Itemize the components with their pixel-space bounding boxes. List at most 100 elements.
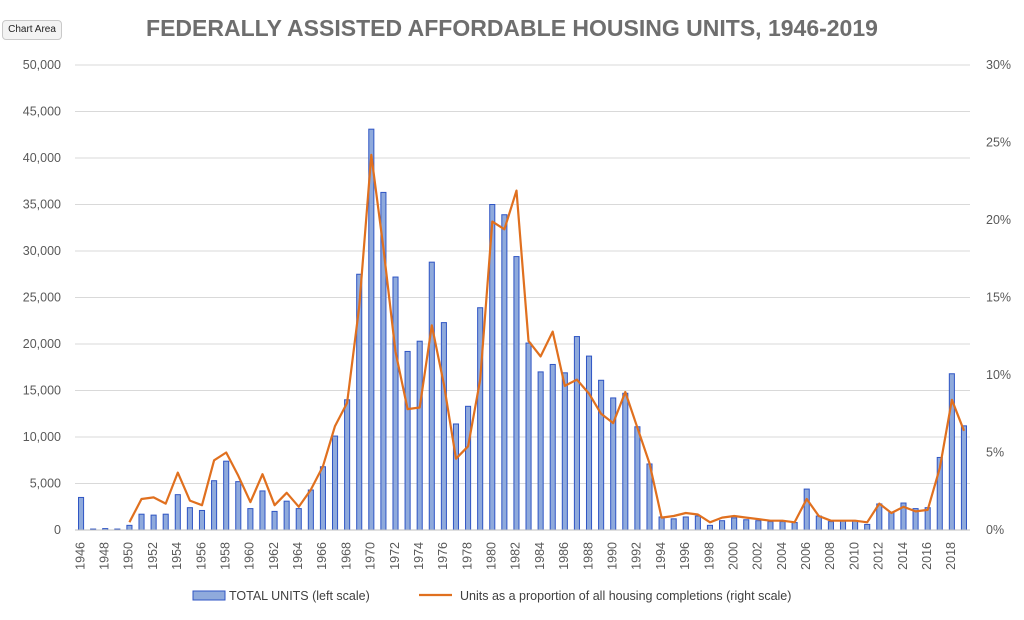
y-tick-label: 5,000 (30, 477, 61, 491)
bar (513, 256, 520, 531)
legend: TOTAL UNITS (left scale) Units as a prop… (192, 589, 791, 603)
x-tick-label: 1956 (194, 542, 208, 570)
x-tick-label: 1964 (291, 542, 305, 570)
y2-tick-label: 20% (986, 213, 1011, 227)
bar (525, 342, 532, 531)
x-tick-label: 2010 (847, 542, 861, 570)
bar (694, 515, 701, 531)
x-tick-label: 2014 (896, 542, 910, 570)
y-tick-label: 40,000 (23, 151, 61, 165)
x-tick-label: 1998 (702, 542, 716, 570)
bar (477, 307, 484, 531)
y2-tick-label: 25% (986, 136, 1011, 150)
x-tick-label: 1988 (581, 542, 595, 570)
y-tick-label: 30,000 (23, 244, 61, 258)
legend-label-line: Units as a proportion of all housing com… (460, 589, 791, 603)
bar (344, 399, 351, 531)
bar (174, 494, 181, 531)
bar (295, 508, 302, 531)
x-tick-label: 1954 (170, 542, 184, 570)
bar (561, 372, 568, 531)
bar (126, 524, 133, 531)
bar (271, 510, 278, 531)
x-tick-label: 1992 (630, 542, 644, 570)
x-tick-label: 1978 (460, 542, 474, 570)
bar (392, 276, 399, 531)
chart-title: FEDERALLY ASSISTED AFFORDABLE HOUSING UN… (146, 15, 878, 41)
bar (416, 340, 423, 531)
x-tick-label: 1976 (436, 542, 450, 570)
y2-tick-label: 5% (986, 446, 1004, 460)
bar (767, 521, 774, 531)
bar (706, 524, 714, 531)
bar (331, 435, 339, 531)
x-tick-label: 1958 (218, 542, 232, 570)
bar (622, 392, 629, 531)
bar (682, 516, 689, 531)
x-tick-label: 1982 (509, 542, 523, 570)
x-tick-label: 1968 (339, 542, 353, 570)
x-tick-label: 1970 (364, 542, 378, 570)
x-tick-label: 2004 (775, 542, 789, 570)
bar (211, 480, 218, 531)
bar (815, 515, 822, 531)
bar (827, 521, 834, 531)
y2-tick-label: 0% (986, 523, 1004, 537)
x-tick-label: 1974 (412, 542, 426, 570)
bar (537, 371, 544, 531)
y-tick-label: 15,000 (23, 384, 61, 398)
bar (235, 481, 242, 531)
y-tick-label: 20,000 (23, 337, 61, 351)
y-axis-right: 0% 5% 10% 15% 20% 25% 30% (986, 58, 1011, 537)
bar (428, 261, 435, 531)
bar (791, 522, 798, 531)
x-tick-label: 2002 (751, 542, 765, 570)
x-tick-label: 1962 (267, 542, 281, 570)
y-axis-left: 0 5,000 10,000 15,000 20,000 25,000 30,000 35,0… (23, 58, 61, 537)
bar (307, 489, 314, 531)
bar (150, 514, 157, 531)
bar (162, 513, 169, 531)
x-tick-label: 1960 (243, 542, 257, 570)
proportion-line (128, 153, 966, 524)
x-tick-label: 2008 (823, 542, 837, 570)
x-tick-label: 1972 (388, 542, 402, 570)
bar (658, 516, 665, 531)
x-tick-label: 1966 (315, 542, 329, 570)
bar (573, 336, 580, 531)
chart-area-tooltip: Chart Area (2, 20, 62, 40)
bar (719, 520, 726, 531)
bar (247, 508, 254, 531)
bar-series (78, 128, 967, 531)
bar (779, 521, 786, 531)
bar (670, 518, 677, 531)
bar (731, 517, 738, 531)
gridlines (75, 64, 970, 531)
bar (465, 405, 472, 531)
legend-label-bars: TOTAL UNITS (left scale) (229, 589, 370, 603)
bar (549, 363, 556, 531)
x-tick-label: 1990 (606, 542, 620, 570)
x-tick-label: 1980 (485, 542, 499, 570)
x-tick-label: 1952 (146, 542, 160, 570)
y-tick-label: 45,000 (23, 105, 61, 119)
bar (839, 520, 847, 531)
y-tick-label: 50,000 (23, 58, 61, 72)
x-axis: 1946 1948 1950 1952 1954 1956 1958 1960 1962 1964… (73, 529, 970, 570)
y-tick-label: 10,000 (23, 430, 61, 444)
y2-tick-label: 30% (986, 58, 1011, 72)
x-tick-label: 1986 (557, 542, 571, 570)
y2-tick-label: 10% (986, 368, 1011, 382)
bar (743, 519, 750, 531)
y2-tick-label: 15% (986, 291, 1011, 305)
bar (404, 350, 411, 531)
bar (319, 466, 326, 531)
x-tick-label: 2016 (920, 542, 934, 570)
x-tick-label: 2006 (799, 542, 813, 570)
x-tick-label: 1948 (98, 542, 112, 570)
y-tick-label: 25,000 (23, 291, 61, 305)
x-tick-label: 1984 (533, 542, 547, 570)
bar (755, 520, 762, 531)
bar (888, 511, 895, 531)
